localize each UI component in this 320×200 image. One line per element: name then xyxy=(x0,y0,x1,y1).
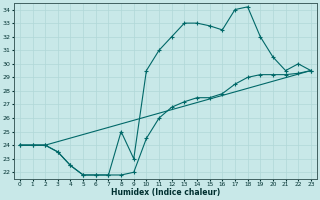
X-axis label: Humidex (Indice chaleur): Humidex (Indice chaleur) xyxy=(111,188,220,197)
